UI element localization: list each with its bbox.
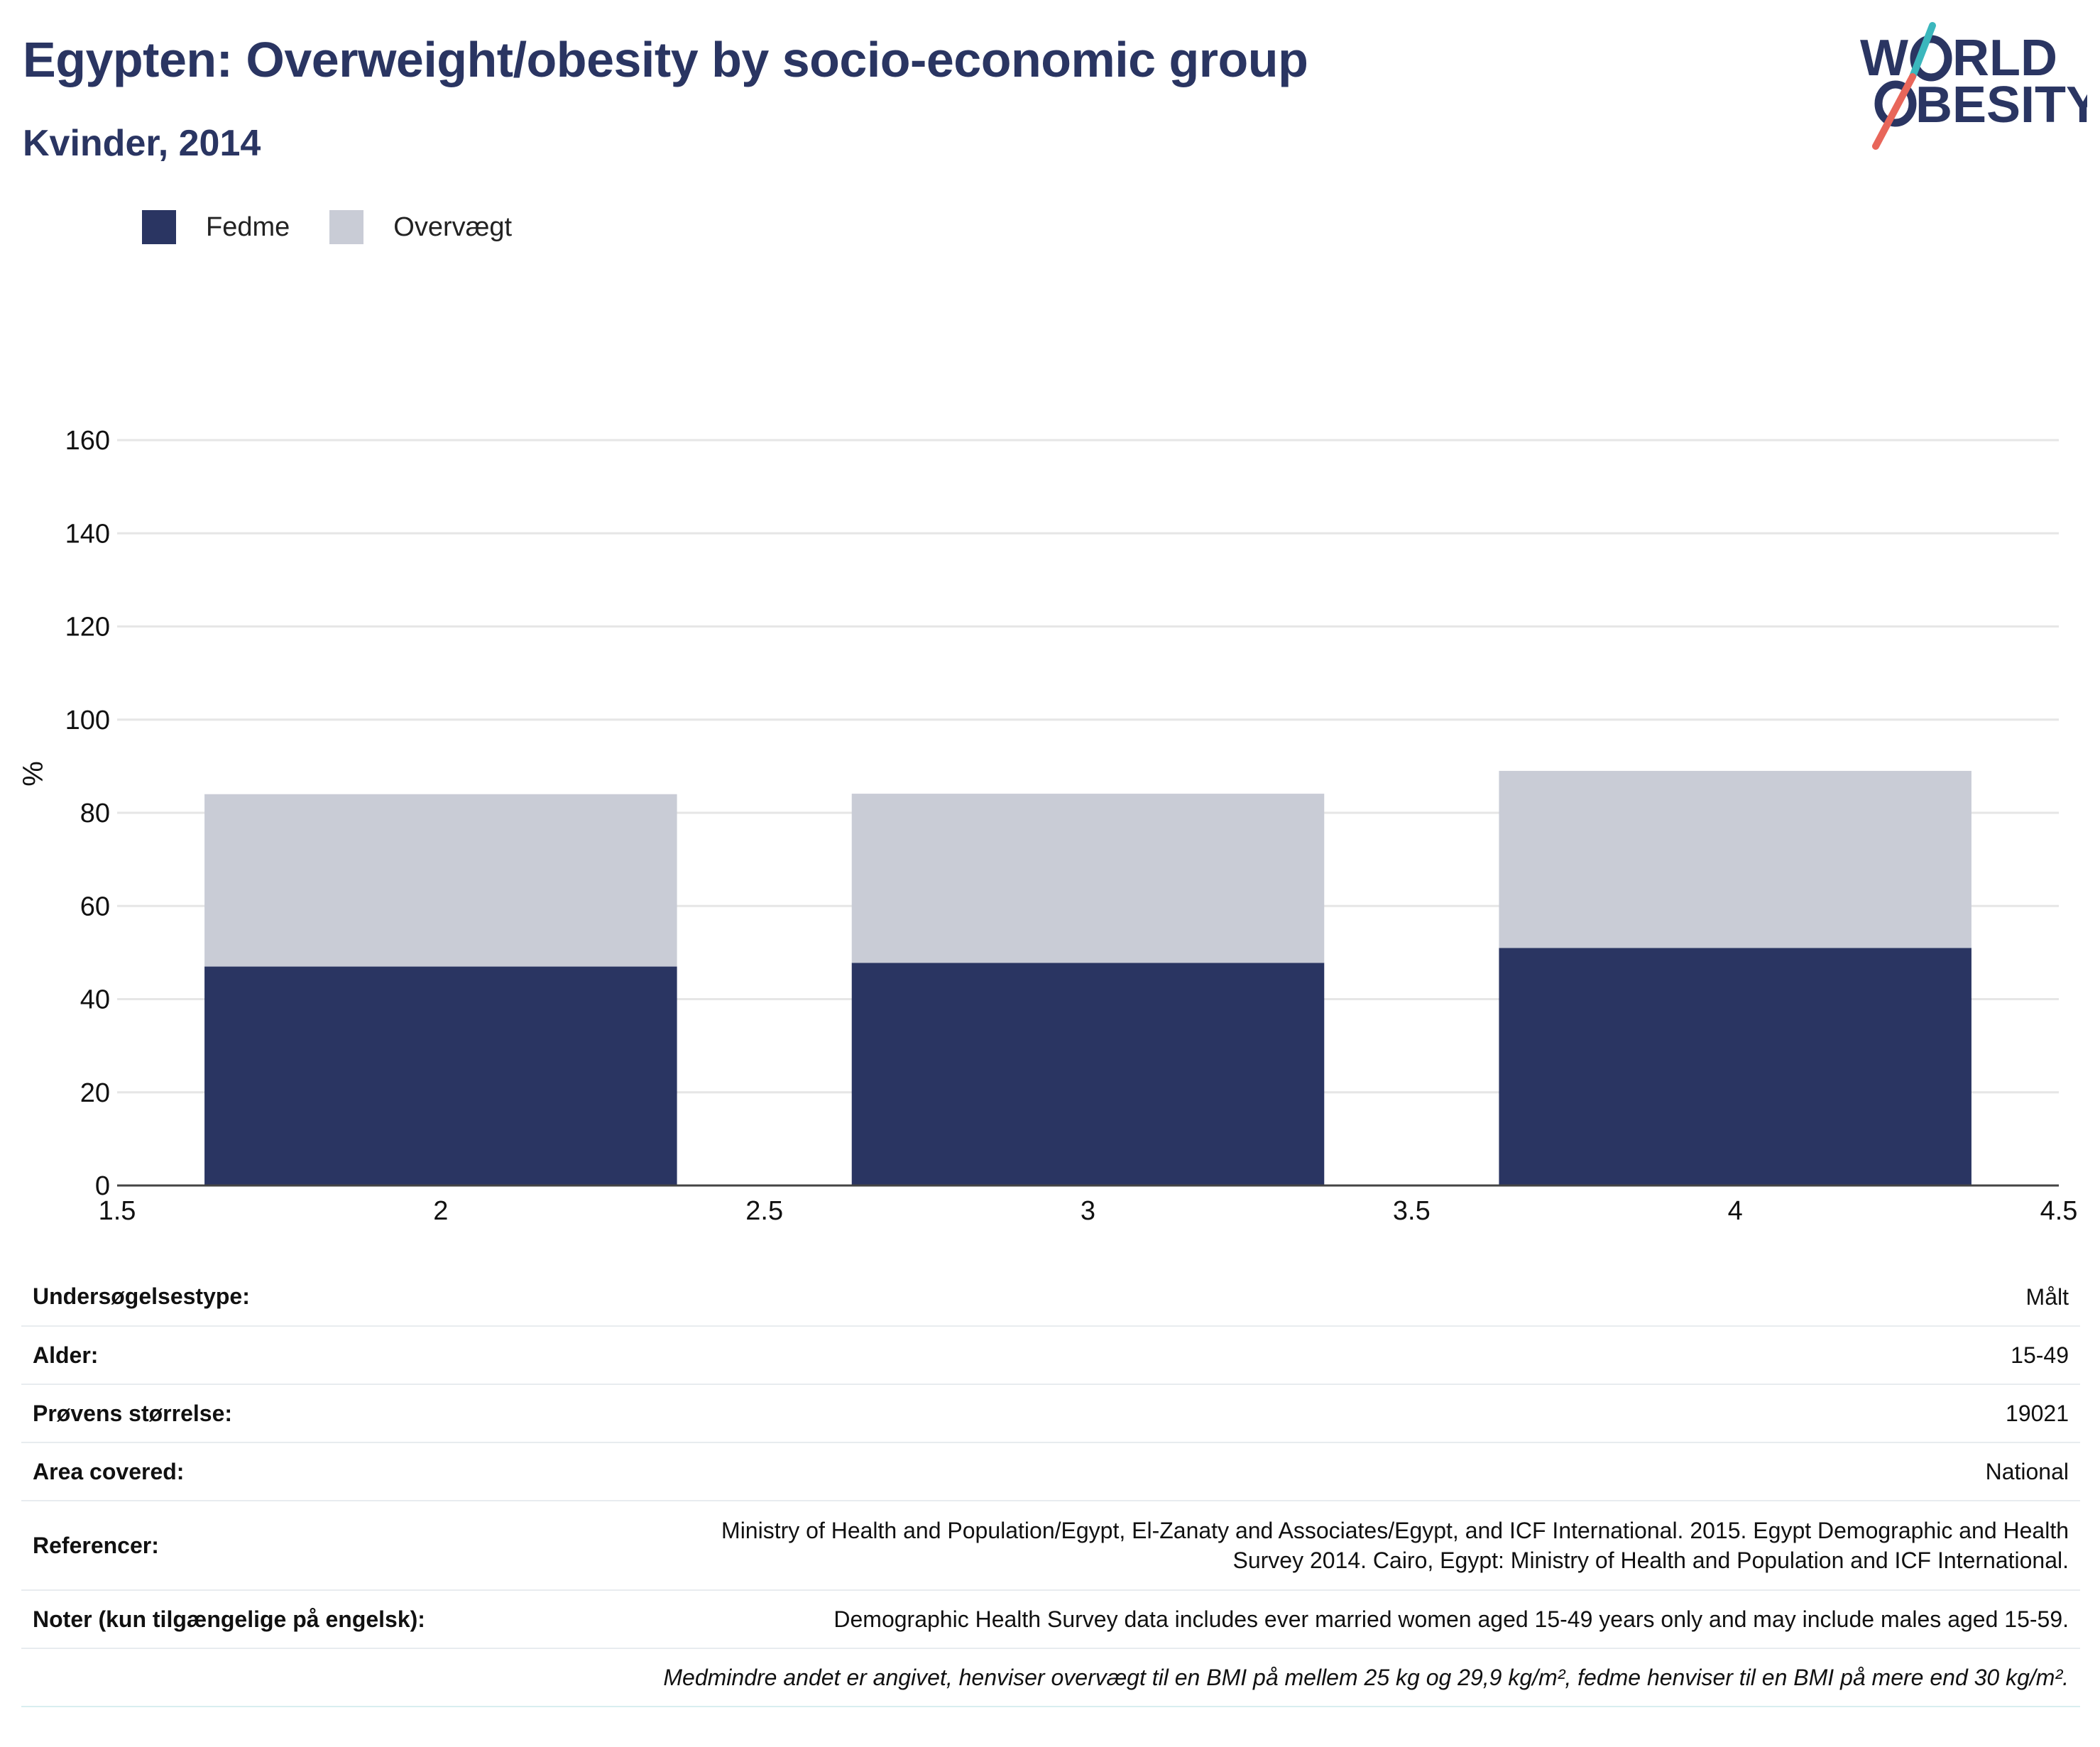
world-obesity-logo: W RLD BESITY — [1860, 22, 2087, 150]
info-row-sample-size: Prøvens størrelse: 19021 — [21, 1384, 2080, 1443]
chart-subtitle: Kvinder, 2014 — [23, 123, 261, 164]
logo-line1-right: RLD — [1952, 30, 2057, 87]
info-value: Demographic Health Survey data includes … — [500, 1590, 2080, 1649]
x-tick-label: 1.5 — [99, 1196, 136, 1221]
info-key: Alder: — [21, 1326, 501, 1385]
logo-slash-teal — [1909, 22, 1936, 80]
info-value: 19021 — [500, 1384, 2080, 1443]
info-value: National — [500, 1442, 2080, 1501]
info-key: Area covered: — [21, 1442, 501, 1501]
info-key: Referencer: — [21, 1501, 501, 1591]
info-row-references: Referencer: Ministry of Health and Popul… — [21, 1501, 2080, 1591]
info-value: Ministry of Health and Population/Egypt,… — [500, 1501, 2080, 1591]
survey-info-table: Undersøgelsestype: Målt Alder: 15-49 Prø… — [21, 1268, 2080, 1707]
legend-swatch-overvaegt — [329, 210, 364, 244]
reference-line-2: Survey 2014. Cairo, Egypt: Ministry of H… — [1232, 1548, 2069, 1573]
chart-title: Egypten: Overweight/obesity by socio-eco… — [23, 32, 1308, 87]
y-tick-label: 100 — [65, 706, 110, 735]
x-tick-label: 2 — [433, 1196, 448, 1221]
x-tick-label: 3.5 — [1393, 1196, 1431, 1221]
y-axis-label: % — [18, 761, 49, 787]
legend-label-overvaegt: Overvægt — [393, 212, 513, 242]
bar-fedme-2 — [204, 966, 677, 1185]
info-row-notes: Noter (kun tilgængelige på engelsk): Dem… — [21, 1590, 2080, 1649]
logo-line2: BESITY — [1915, 77, 2087, 133]
legend-item-fedme[interactable]: Fedme — [142, 210, 290, 244]
bar-chart: 0 20 40 60 80 100 120 140 160 1.5 2 2.5 3 3.5 4 4.5 % — [18, 426, 2078, 1221]
bar-fedme-4 — [1499, 948, 1972, 1185]
info-value: Målt — [500, 1268, 2080, 1327]
legend-swatch-fedme — [142, 210, 176, 244]
info-row-survey-type: Undersøgelsestype: Målt — [21, 1268, 2080, 1327]
legend-item-overvaegt[interactable]: Overvægt — [329, 210, 512, 244]
info-row-area: Area covered: National — [21, 1442, 2080, 1501]
y-tick-label: 40 — [80, 985, 110, 1015]
legend-label-fedme: Fedme — [206, 212, 290, 242]
bar-overvægt-3 — [851, 794, 1325, 963]
x-tick-label: 3 — [1081, 1196, 1095, 1221]
logo-o-ring — [1910, 35, 1952, 82]
info-row-age: Alder: 15-49 — [21, 1326, 2080, 1385]
legend: Fedme Overvægt — [142, 210, 552, 244]
info-value: 15-49 — [500, 1326, 2080, 1385]
y-tick-label: 140 — [65, 519, 110, 549]
y-tick-label: 120 — [65, 613, 110, 642]
y-tick-label: 160 — [65, 426, 110, 456]
x-tick-label: 4 — [1728, 1196, 1743, 1221]
axes: 0 20 40 60 80 100 120 140 160 1.5 2 2.5 3 3.5 4 4.5 — [65, 426, 2078, 1221]
reference-line-1: Ministry of Health and Population/Egypt,… — [721, 1518, 2069, 1543]
info-key: Noter (kun tilgængelige på engelsk): — [21, 1590, 501, 1649]
logo-line1-left: W — [1860, 30, 1908, 87]
logo-slash-red — [1872, 73, 1916, 150]
y-tick-label: 80 — [80, 799, 110, 828]
y-tick-label: 60 — [80, 892, 110, 921]
y-tick-label: 20 — [80, 1078, 110, 1108]
info-key: Prøvens størrelse: — [21, 1384, 501, 1443]
info-key: Undersøgelsestype: — [21, 1268, 501, 1327]
info-row-footnote: Medmindre andet er angivet, henviser ove… — [21, 1648, 2080, 1707]
bars — [204, 770, 1972, 1185]
footnote: Medmindre andet er angivet, henviser ove… — [21, 1648, 2080, 1707]
y-tick-label: 0 — [95, 1171, 110, 1201]
bar-overvægt-4 — [1499, 770, 1972, 948]
x-tick-label: 2.5 — [745, 1196, 783, 1221]
x-tick-label: 4.5 — [2040, 1196, 2078, 1221]
logo-o-ring-2 — [1874, 80, 1917, 127]
bar-fedme-3 — [851, 963, 1325, 1185]
bar-overvægt-2 — [204, 794, 677, 967]
